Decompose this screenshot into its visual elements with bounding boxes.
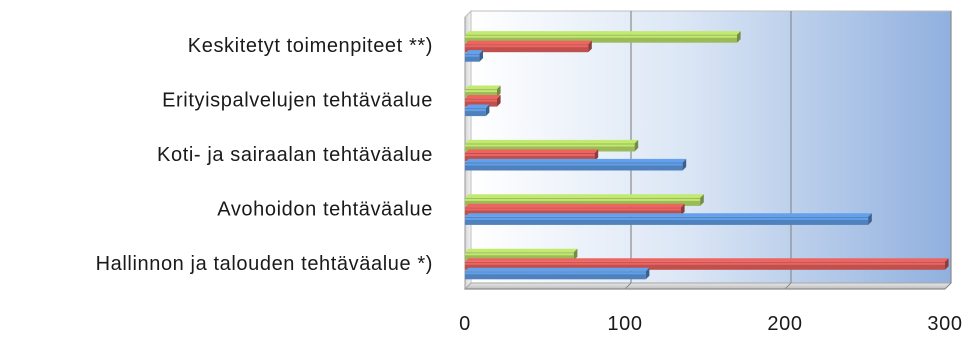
x-tick-label: 200 [767, 313, 802, 335]
category-label: Koti- ja sairaalan tehtäväalue [157, 144, 433, 166]
gridline-floor [944, 282, 952, 290]
x-tick-label: 100 [607, 313, 642, 335]
gridline-floor [784, 282, 792, 290]
bar [465, 203, 685, 216]
gridline-floor [624, 282, 632, 290]
bar [465, 104, 490, 117]
category-label: Keskitetyt toimenpiteet **) [188, 35, 433, 57]
category-label: Avohoidon tehtäväalue [217, 198, 433, 220]
bar [465, 194, 704, 206]
bar [465, 85, 501, 98]
x-axis-tick-labels: 0 100 200 300 [459, 313, 962, 335]
bar [465, 95, 501, 107]
category-label: Erityispalvelujen tehtäväalue [162, 90, 433, 112]
x-tick-label: 300 [927, 313, 962, 335]
x-tick-label: 0 [459, 313, 471, 335]
bar [465, 139, 639, 152]
bar [465, 258, 949, 270]
bar [465, 50, 483, 62]
category-label: Hallinnon ja talouden tehtäväalue *) [96, 253, 433, 275]
bar [465, 213, 872, 225]
bar [465, 248, 578, 261]
category-labels: Keskitetyt toimenpiteet **) Erityispalvel… [96, 35, 433, 275]
floor [463, 282, 953, 290]
bar [465, 31, 741, 43]
bar [465, 267, 650, 280]
bar [465, 40, 592, 53]
bar [465, 149, 599, 161]
bars [465, 31, 949, 280]
bar [465, 158, 687, 171]
